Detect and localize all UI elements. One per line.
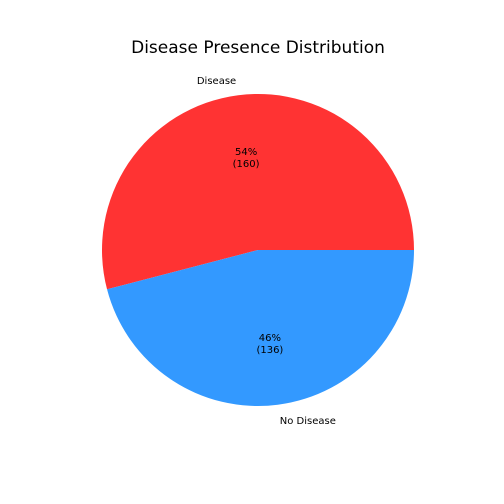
- count-label-disease: (160): [233, 159, 260, 170]
- slice-no-disease: [107, 250, 414, 407]
- chart-title: Disease Presence Distribution: [131, 38, 385, 58]
- percent-label-no-disease: 46%: [259, 333, 281, 344]
- pie-labels: Disease 54%(160) No Disease 46%(136): [197, 76, 336, 427]
- count-label-no-disease: (136): [256, 345, 283, 356]
- slice-disease: [102, 94, 415, 290]
- pie-slices: [102, 94, 415, 407]
- slice-label-disease: Disease: [197, 76, 236, 87]
- slice-label-no-disease: No Disease: [280, 416, 336, 427]
- percent-label-disease: 54%: [235, 147, 257, 158]
